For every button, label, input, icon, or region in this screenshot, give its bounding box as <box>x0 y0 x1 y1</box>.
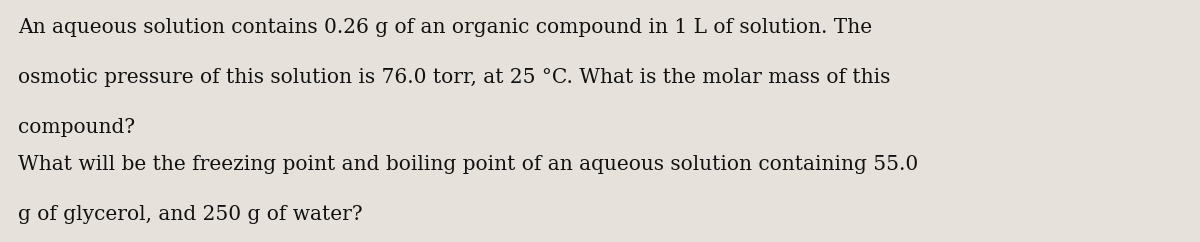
Text: An aqueous solution contains 0.26 g of an organic compound in 1 L of solution. T: An aqueous solution contains 0.26 g of a… <box>18 18 872 37</box>
Text: g of glycerol, and 250 g of water?: g of glycerol, and 250 g of water? <box>18 205 362 224</box>
Text: compound?: compound? <box>18 118 136 137</box>
Text: What will be the freezing point and boiling point of an aqueous solution contain: What will be the freezing point and boil… <box>18 155 918 174</box>
Text: osmotic pressure of this solution is 76.0 torr, at 25 °C. What is the molar mass: osmotic pressure of this solution is 76.… <box>18 68 890 87</box>
